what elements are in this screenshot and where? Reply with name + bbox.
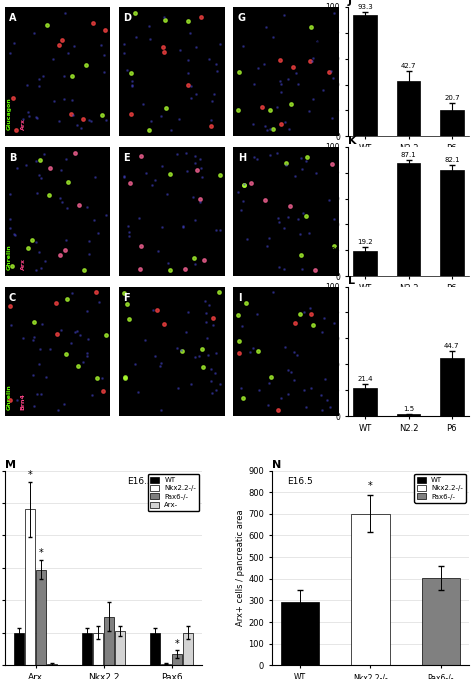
Bar (150, 633, 160, 665)
Text: 19.2: 19.2 (357, 239, 373, 245)
Bar (353, 251, 377, 276)
Bar (161, 664, 171, 665)
Bar (353, 388, 377, 416)
Text: G: G (237, 14, 246, 23)
Text: Arx: Arx (20, 258, 26, 270)
Text: D: D (123, 14, 131, 23)
Title: Wildtype: Wildtype (41, 0, 74, 6)
Text: L: L (348, 276, 355, 286)
Bar (14, 633, 24, 665)
Bar (82, 633, 92, 665)
Y-axis label: Arx+ cells / pancreatic area: Arx+ cells / pancreatic area (237, 510, 246, 626)
Text: 93.3: 93.3 (357, 3, 373, 10)
Text: E: E (123, 153, 130, 163)
Y-axis label: Brn4+Ghr+ / Ghr+ (%): Brn4+Ghr+ / Ghr+ (%) (317, 311, 323, 392)
Bar (47, 664, 57, 665)
Text: *: * (175, 638, 180, 648)
Text: M: M (5, 460, 16, 470)
Bar (36, 570, 46, 665)
Bar (183, 633, 193, 665)
Text: H: H (237, 153, 246, 163)
Text: 20.7: 20.7 (444, 95, 460, 101)
Bar (397, 164, 420, 276)
Text: B: B (9, 153, 16, 163)
Bar (440, 109, 464, 136)
Text: 44.7: 44.7 (444, 343, 460, 349)
Bar (115, 631, 126, 665)
Text: 42.7: 42.7 (401, 62, 416, 69)
Text: Ghrelin: Ghrelin (7, 384, 12, 409)
Legend: WT, Nkx2.2-/-, Pax6-/-, Arx-: WT, Nkx2.2-/-, Pax6-/-, Arx- (147, 474, 199, 511)
Text: I: I (237, 293, 241, 303)
Bar (351, 514, 390, 665)
Text: E16.5: E16.5 (128, 477, 153, 486)
Text: J: J (348, 0, 352, 6)
Text: Brn4: Brn4 (20, 392, 26, 409)
Text: F: F (123, 293, 130, 303)
Legend: WT, Nkx2.2-/-, Pax6-/-: WT, Nkx2.2-/-, Pax6-/- (414, 474, 466, 502)
Text: *: * (27, 471, 32, 480)
Text: C: C (9, 293, 16, 303)
Bar (421, 578, 460, 665)
Text: 1.5: 1.5 (403, 405, 414, 411)
Text: 21.4: 21.4 (357, 376, 373, 382)
Bar (25, 509, 35, 665)
Bar (440, 359, 464, 416)
Text: 82.1: 82.1 (444, 157, 460, 163)
Text: Glucagon: Glucagon (7, 97, 12, 130)
Text: E16.5: E16.5 (287, 477, 313, 486)
Title: Nkx2.2-/-: Nkx2.2-/- (155, 0, 189, 6)
Y-axis label: Arx+Glu+ / Glu+ (%): Arx+Glu+ / Glu+ (%) (317, 35, 323, 109)
Text: *: * (39, 548, 44, 558)
Bar (93, 633, 103, 665)
Title: Pax6-/-: Pax6-/- (273, 0, 300, 6)
Text: K: K (348, 136, 356, 146)
Bar (172, 654, 182, 665)
Bar (397, 414, 420, 416)
Bar (397, 81, 420, 136)
Bar (104, 617, 114, 665)
Bar (440, 170, 464, 276)
Text: N: N (272, 460, 281, 470)
Bar (281, 602, 319, 665)
Text: *: * (368, 481, 373, 491)
Text: A: A (9, 14, 17, 23)
Y-axis label: Arx+Ghr+ / Ghr+ (%): Arx+Ghr+ / Ghr+ (%) (317, 173, 323, 249)
Text: 87.1: 87.1 (401, 151, 417, 158)
Text: Arx: Arx (20, 118, 26, 130)
Bar (353, 16, 377, 136)
Text: Ghrelin: Ghrelin (7, 244, 12, 270)
